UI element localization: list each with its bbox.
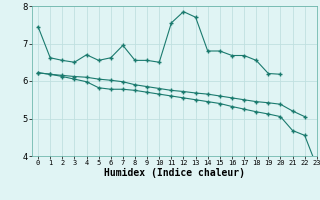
X-axis label: Humidex (Indice chaleur): Humidex (Indice chaleur): [104, 168, 245, 178]
